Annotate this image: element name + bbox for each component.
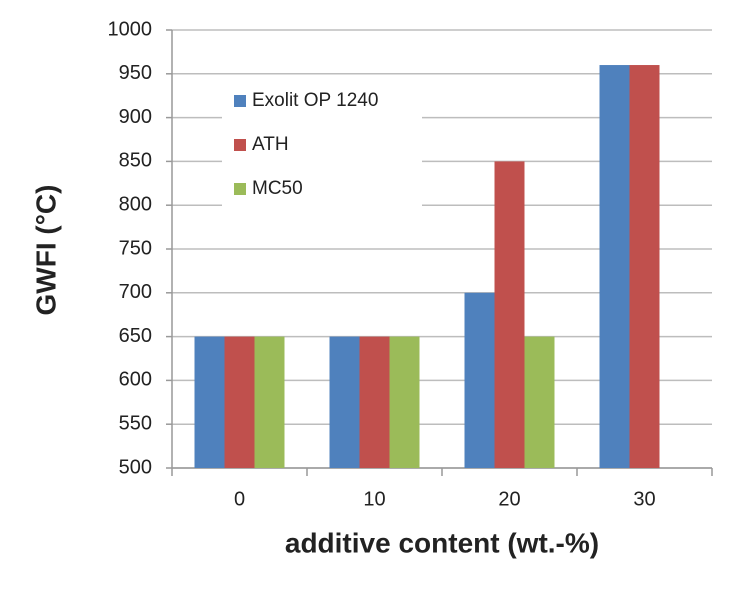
bar — [254, 336, 285, 468]
bar — [329, 336, 360, 468]
legend-label: Exolit OP 1240 — [252, 90, 378, 111]
x-tick-label: 30 — [633, 488, 655, 510]
bar — [359, 336, 390, 468]
y-tick-label: 950 — [119, 62, 152, 84]
y-tick-label: 500 — [119, 456, 152, 478]
y-tick-label: 900 — [119, 106, 152, 128]
bar — [524, 336, 555, 468]
legend-label: ATH — [252, 134, 289, 155]
y-tick-label: 700 — [119, 281, 152, 303]
y-tick-label: 650 — [119, 325, 152, 347]
bar — [494, 161, 525, 468]
y-tick-label: 850 — [119, 150, 152, 172]
y-axis-title: GWFI (°C) — [30, 185, 61, 316]
bar — [464, 292, 495, 468]
legend-marker — [234, 139, 246, 151]
bar — [629, 65, 660, 468]
bar — [194, 336, 225, 468]
bar — [224, 336, 255, 468]
y-tick-label: 550 — [119, 412, 152, 434]
x-tick-label: 20 — [498, 488, 520, 510]
bar — [389, 336, 420, 468]
legend-marker — [234, 183, 246, 195]
y-tick-label: 1000 — [108, 18, 153, 40]
bar — [599, 65, 630, 468]
x-axis-title: additive content (wt.-%) — [285, 527, 599, 558]
y-tick-label: 600 — [119, 369, 152, 391]
y-tick-label: 750 — [119, 237, 152, 259]
legend-box — [222, 80, 422, 210]
x-tick-label: 10 — [363, 488, 385, 510]
y-tick-label: 800 — [119, 193, 152, 215]
legend-label: MC50 — [252, 178, 303, 199]
legend-marker — [234, 95, 246, 107]
x-tick-label: 0 — [234, 488, 245, 510]
